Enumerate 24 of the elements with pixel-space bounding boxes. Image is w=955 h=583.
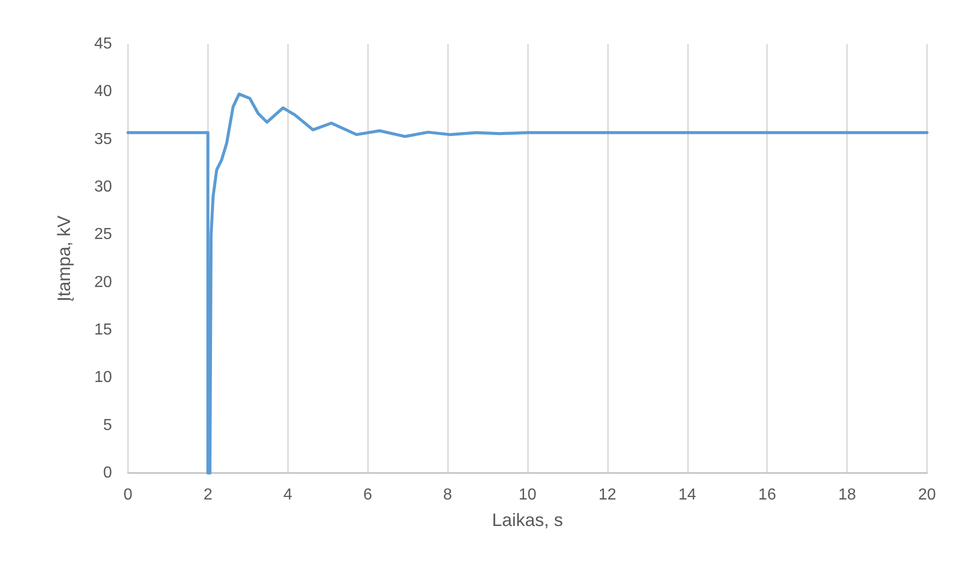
y-tick-label: 20 — [94, 274, 112, 291]
x-tick-label: 0 — [124, 486, 133, 504]
y-tick-label: 10 — [94, 369, 112, 386]
y-tick-label: 40 — [94, 83, 112, 100]
x-tick-label: 4 — [283, 486, 292, 504]
x-tick-label: 10 — [518, 486, 536, 504]
y-tick-label: 35 — [94, 130, 112, 148]
y-tick-label: 15 — [94, 322, 112, 338]
x-tick-label: 8 — [443, 486, 452, 504]
x-tick-label: 12 — [598, 486, 616, 504]
x-tick-label: 6 — [363, 486, 372, 504]
y-tick-label: 30 — [94, 178, 112, 196]
y-tick-label: 0 — [103, 464, 112, 482]
x-tick-label: 18 — [838, 486, 856, 504]
y-axis-title: Įtampa, kV — [54, 215, 74, 302]
x-axis-title: Laikas, s — [492, 510, 564, 530]
x-tick-label: 2 — [203, 486, 212, 504]
line-series — [126, 92, 928, 474]
x-tick-label: 14 — [678, 486, 696, 504]
x-tick-label: 16 — [758, 486, 776, 504]
x-tick-label: 20 — [918, 486, 936, 504]
y-tick-label: 25 — [94, 226, 112, 244]
y-tick-label: 5 — [103, 416, 112, 434]
y-tick-label: 45 — [94, 36, 112, 52]
